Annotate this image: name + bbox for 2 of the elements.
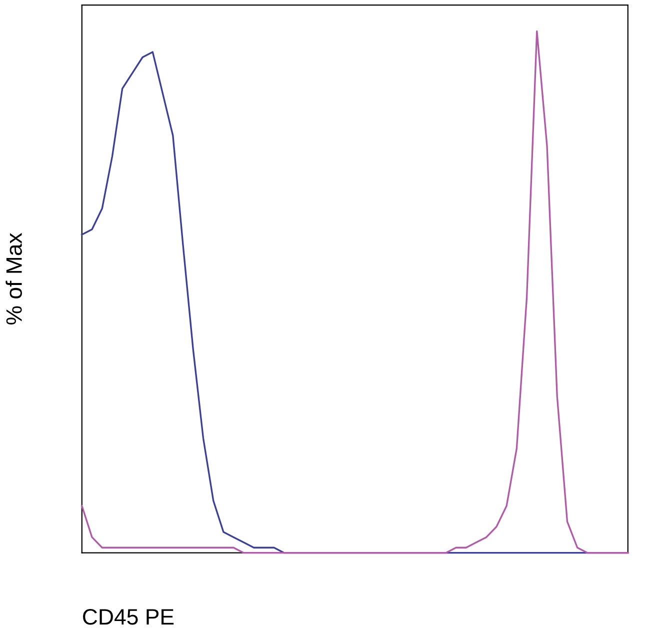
x-axis-title: CD45 PE [83,608,174,625]
y-axis-title: % of Max [6,232,22,324]
